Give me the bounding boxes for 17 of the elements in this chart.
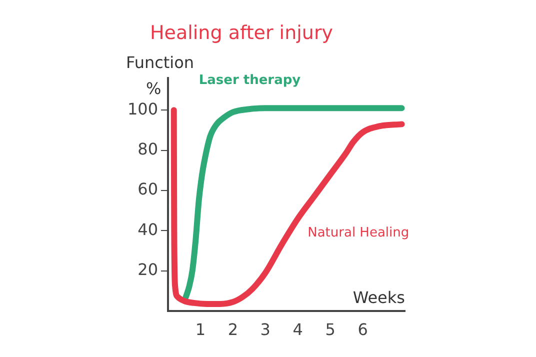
y-tick-label: 40	[138, 220, 158, 239]
y-tick-label: 80	[138, 139, 158, 158]
x-tick-label: 6	[358, 320, 368, 339]
y-tick-label: 100	[127, 99, 158, 118]
x-tick-label: 2	[228, 320, 238, 339]
x-axis-title: Weeks	[352, 288, 405, 307]
x-tick-label: 3	[260, 320, 270, 339]
x-tick-label: 5	[325, 320, 336, 339]
y-axis-title: Function	[126, 53, 194, 72]
y-tick-label: 60	[138, 180, 158, 199]
series-label: Natural Healing	[308, 226, 410, 241]
series-label: Laser therapy	[198, 73, 302, 88]
text: %	[146, 79, 162, 98]
y-tick-label: 20	[138, 260, 158, 279]
x-tick-label: 4	[292, 320, 303, 339]
x-tick-label: 1	[195, 320, 206, 339]
chart-title: Healing after injury	[150, 22, 334, 44]
